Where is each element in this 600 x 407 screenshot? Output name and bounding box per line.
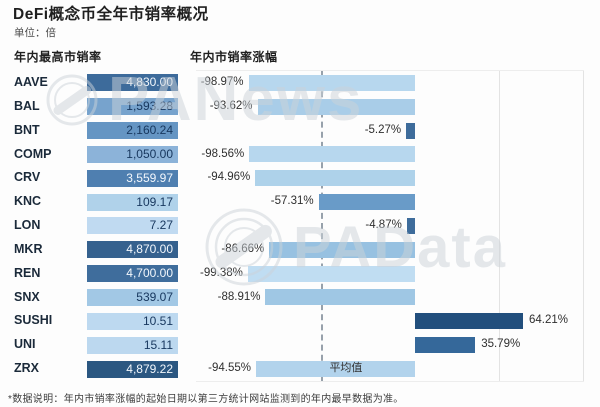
coin-label: BAL bbox=[14, 98, 40, 113]
table-row: 4,870.00 bbox=[87, 238, 178, 262]
table-row: 35.79% bbox=[196, 333, 584, 357]
table-row: 2,160.24 bbox=[87, 119, 178, 143]
unit-label: 单位：倍 bbox=[14, 27, 56, 39]
change-value: -5.27% bbox=[364, 123, 402, 136]
change-value: -98.97% bbox=[200, 76, 244, 88]
max-ps-bar: 3,559.97 bbox=[87, 169, 178, 187]
change-value: -99.38% bbox=[200, 266, 243, 279]
coin-label: KNC bbox=[14, 194, 42, 209]
change-bar bbox=[248, 74, 415, 91]
change-bar bbox=[269, 241, 415, 258]
change-value: -98.56% bbox=[201, 147, 245, 160]
coin-label: REN bbox=[14, 265, 41, 280]
table-row: -57.31% bbox=[196, 190, 584, 214]
table-row: -98.97% bbox=[196, 71, 584, 95]
table-row: 109.17 bbox=[87, 190, 178, 214]
change-value: -93.62% bbox=[209, 99, 253, 112]
change-value: -4.87% bbox=[365, 219, 402, 232]
max-ps-bar: 4,879.22 bbox=[87, 360, 178, 378]
table-row: 3,559.97 bbox=[87, 166, 178, 190]
table-row: 7.27 bbox=[87, 214, 178, 238]
change-bar bbox=[247, 265, 415, 282]
table-row: -98.56% bbox=[196, 143, 584, 167]
change-value: -88.91% bbox=[217, 290, 261, 303]
table-row: 64.21% bbox=[196, 309, 584, 333]
table-row: 539.07 bbox=[87, 286, 178, 310]
table-row: -5.27% bbox=[196, 119, 584, 143]
change-value: -94.96% bbox=[207, 171, 251, 184]
change-bar bbox=[255, 170, 415, 187]
gridline bbox=[499, 71, 501, 381]
right-chart-header: 年内市销率涨幅 bbox=[190, 50, 278, 64]
table-row: 4,700.00 bbox=[87, 262, 178, 286]
table-row: 1,593.28 bbox=[87, 95, 178, 119]
table-row: -86.66% bbox=[196, 238, 584, 262]
max-ps-bar: 4,700.00 bbox=[87, 265, 178, 283]
data-note: *数据说明：年内市销率涨幅的起始日期以第三方统计网站监测到的年内最早数据为准。 bbox=[8, 394, 404, 405]
change-plot-area: -98.97% -93.62% -5.27% -98.56% -94.96% -57.31… bbox=[196, 70, 584, 382]
max-ps-bar: 2,160.24 bbox=[87, 122, 178, 140]
change-value: -57.31% bbox=[270, 195, 314, 208]
table-row: -88.91% bbox=[196, 286, 584, 310]
change-value: 35.79% bbox=[481, 338, 521, 351]
change-bar bbox=[415, 313, 523, 330]
gridline bbox=[583, 71, 584, 381]
max-ps-bar: 4,830.00 bbox=[87, 74, 178, 92]
coin-label: ZRX bbox=[14, 361, 39, 376]
change-bar bbox=[318, 194, 415, 211]
coin-label: SUSHI bbox=[14, 313, 53, 328]
coin-label: UNI bbox=[14, 337, 36, 352]
table-row: -93.62% bbox=[196, 95, 584, 119]
coin-label: CRV bbox=[14, 170, 41, 185]
change-bar bbox=[257, 98, 415, 115]
average-label: 平均值 bbox=[329, 362, 363, 375]
table-row: 15.11 bbox=[87, 333, 178, 357]
table-row: -4.87% bbox=[196, 214, 584, 238]
left-chart-header: 年内最高市销率 bbox=[14, 50, 102, 64]
table-row: -94.96% bbox=[196, 166, 584, 190]
coin-label: BNT bbox=[14, 122, 40, 137]
max-ps-bar: 4,870.00 bbox=[87, 241, 178, 259]
max-ps-bar: 7.27 bbox=[87, 217, 178, 235]
table-row: -99.38% bbox=[196, 262, 584, 286]
change-bar bbox=[406, 122, 415, 139]
coin-label: COMP bbox=[14, 146, 52, 161]
coin-label: LON bbox=[14, 218, 41, 233]
max-ps-bar: 539.07 bbox=[87, 288, 178, 306]
coin-label: MKR bbox=[14, 241, 43, 256]
page-title: DeFi概念币全年市销率概况 bbox=[13, 6, 209, 23]
change-bar bbox=[249, 146, 415, 163]
max-ps-bar: 1,050.00 bbox=[87, 145, 178, 163]
average-line bbox=[321, 71, 324, 381]
max-ps-bar: 10.51 bbox=[87, 312, 178, 330]
max-ps-bar: 1,593.28 bbox=[87, 98, 178, 116]
table-row: 4,830.00 bbox=[87, 71, 178, 95]
max-ps-bar-column: 4,830.00 1,593.28 2,160.24 1,050.00 3,559.97… bbox=[87, 71, 178, 381]
coin-label: SNX bbox=[14, 289, 40, 304]
change-value: 64.21% bbox=[529, 314, 569, 327]
change-bar bbox=[265, 289, 415, 306]
change-bar bbox=[415, 337, 476, 354]
max-ps-bar: 15.11 bbox=[87, 336, 178, 354]
table-row: 1,050.00 bbox=[87, 143, 178, 167]
table-row: 4,879.22 bbox=[87, 357, 178, 381]
table-row: -94.55% 平均值 bbox=[196, 357, 584, 381]
coin-label-column: AAVE BAL BNT COMP CRV KNC LON MKR REN SNX SUSHI UNI… bbox=[14, 71, 84, 381]
change-bar bbox=[406, 217, 415, 234]
coin-label: AAVE bbox=[14, 75, 48, 89]
table-row: 10.51 bbox=[87, 309, 178, 333]
change-bar bbox=[255, 361, 415, 378]
change-value: -94.55% bbox=[208, 362, 251, 375]
max-ps-bar: 109.17 bbox=[87, 193, 178, 211]
change-value: -86.66% bbox=[221, 242, 265, 255]
